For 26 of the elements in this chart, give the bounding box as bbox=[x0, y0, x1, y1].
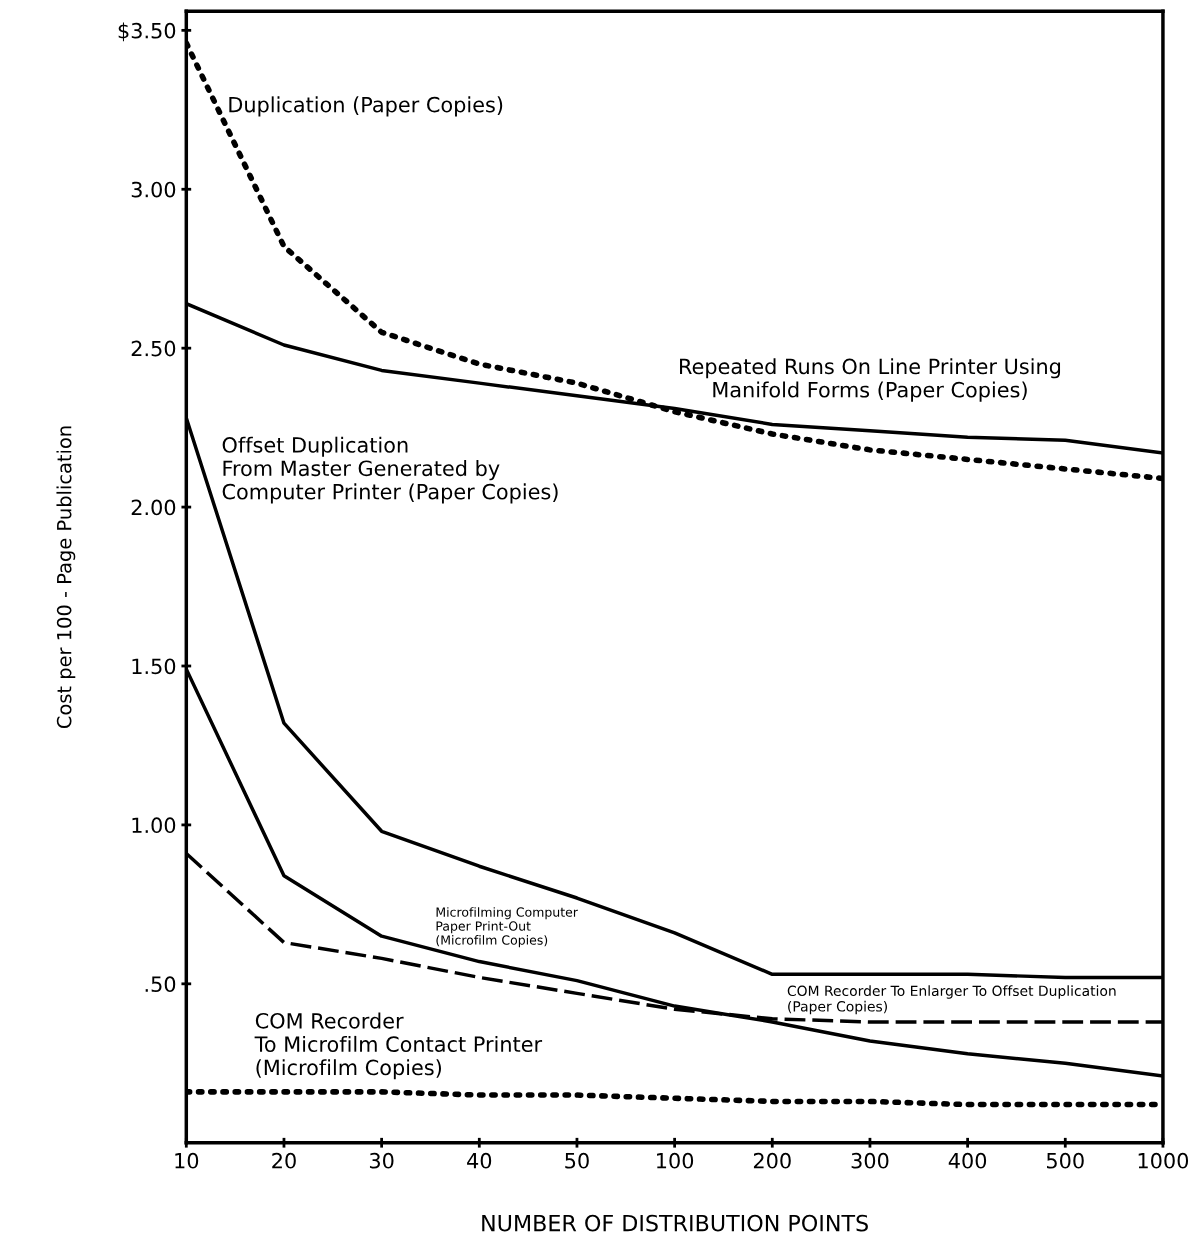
x-tick-label: 400 bbox=[948, 1152, 987, 1169]
series-label: Offset Duplication From Master Generated by Computer Printer (Paper Copies) bbox=[222, 436, 558, 504]
y-tick-label: 2.00 bbox=[131, 499, 176, 516]
x-tick-label: 500 bbox=[1047, 1152, 1084, 1169]
x-axis-title: NUMBER OF DISTRIBUTION POINTS bbox=[482, 1214, 868, 1232]
y-axis-title: Cost per 100 - Page Publication bbox=[56, 426, 76, 729]
x-tick-label: 100 bbox=[657, 1152, 694, 1169]
y-tick-label: 1.50 bbox=[132, 658, 176, 675]
x-tick-label: 30 bbox=[369, 1152, 394, 1169]
x-tick-label: 50 bbox=[565, 1152, 589, 1169]
x-tick-label: 20 bbox=[272, 1152, 296, 1169]
x-tick-label: 200 bbox=[753, 1152, 791, 1169]
series-label: COM Recorder To Microfilm Contact Printer (Microfilm Copies) bbox=[254, 1012, 543, 1080]
y-tick-label: 2.50 bbox=[131, 340, 176, 357]
series-label: COM Recorder To Enlarger To Offset Duplication (Paper Copies) bbox=[787, 985, 1116, 1015]
x-tick-label: 300 bbox=[851, 1152, 889, 1169]
x-tick-label: 1000 bbox=[1138, 1152, 1189, 1169]
x-tick-label: 10 bbox=[175, 1152, 199, 1169]
y-tick-label: 1.00 bbox=[132, 817, 176, 834]
y-tick-label: 3.00 bbox=[131, 181, 176, 198]
y-tick-label: $3.50 bbox=[118, 22, 176, 42]
series-label: Repeated Runs On Line Printer Using Manifold Forms (Paper Copies) bbox=[680, 358, 1061, 402]
y-tick-label: .50 bbox=[145, 976, 176, 993]
series-label: Microfilming Computer Paper Print-Out (Microfilm Copies) bbox=[436, 907, 578, 948]
series-label: Duplication (Paper Copies) bbox=[229, 96, 503, 117]
x-tick-label: 40 bbox=[467, 1152, 492, 1169]
